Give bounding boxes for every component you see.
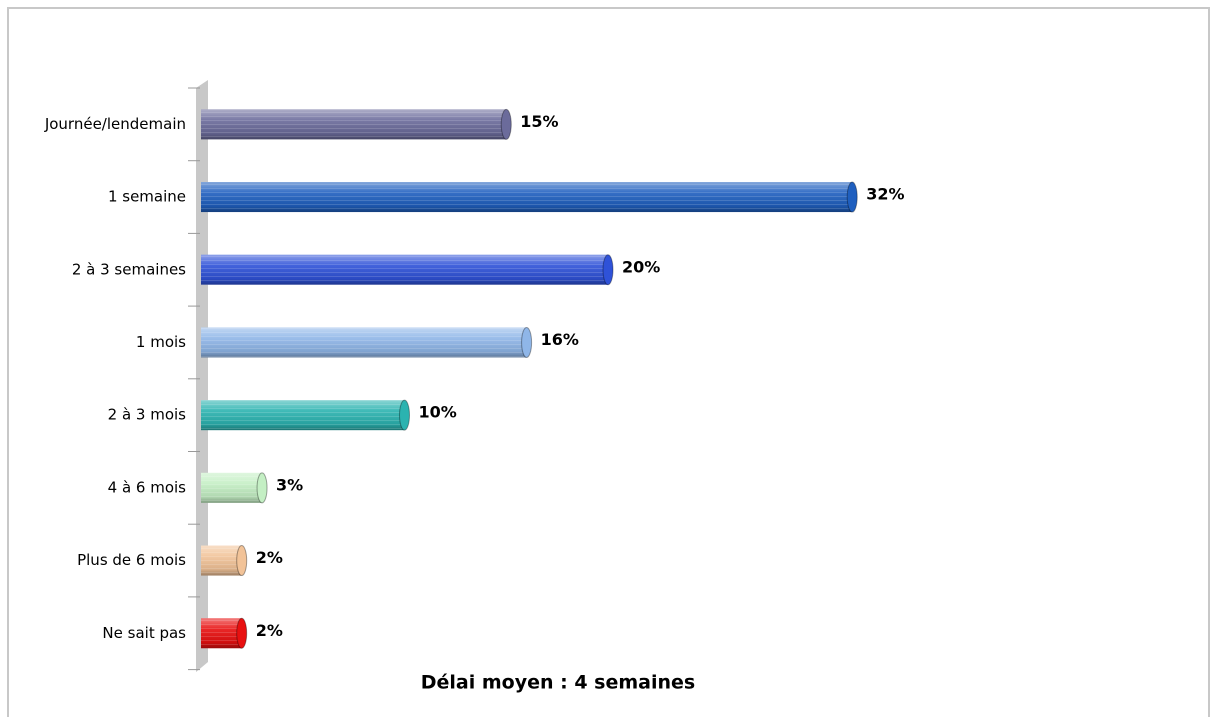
value-label: 16% [541, 330, 579, 349]
value-label: 32% [866, 185, 904, 204]
bar-cap [236, 617, 248, 649]
y-tick-label: Plus de 6 mois [77, 551, 186, 569]
bar-cap [256, 472, 268, 504]
bar-stripes [201, 472, 263, 503]
bar-stripes [201, 327, 527, 358]
bar-stripes [201, 109, 507, 140]
bar-stripes [201, 254, 608, 285]
value-label: 10% [419, 403, 457, 422]
axis-wall [196, 80, 208, 672]
bar-cap [399, 399, 410, 431]
y-tick-label: 1 semaine [108, 188, 186, 206]
value-label: 2% [256, 621, 283, 640]
value-label: 2% [256, 548, 283, 567]
y-tick-label: Ne sait pas [102, 624, 186, 642]
bar-stripes [201, 545, 242, 576]
bar-stripes [201, 182, 853, 213]
value-label: 20% [622, 257, 660, 276]
value-label: 3% [276, 475, 303, 494]
annotation: Délai moyen : 4 semaines [421, 672, 695, 694]
bar-cap [846, 181, 858, 213]
bar-stripes [201, 618, 242, 649]
y-tick-label: 1 mois [136, 333, 186, 351]
bar-stripes [201, 400, 405, 431]
bar-cap [500, 108, 512, 140]
bar-cap [602, 254, 614, 286]
value-label: 15% [520, 112, 558, 131]
frame [7, 7, 1210, 717]
y-tick-label: Journée/lendemain [44, 115, 186, 133]
y-tick-label: 4 à 6 mois [108, 478, 187, 496]
y-tick-label: 2 à 3 semaines [72, 260, 186, 278]
bar-cap [521, 326, 533, 358]
bar-cap [236, 545, 248, 577]
y-tick-label: 2 à 3 mois [108, 406, 187, 424]
